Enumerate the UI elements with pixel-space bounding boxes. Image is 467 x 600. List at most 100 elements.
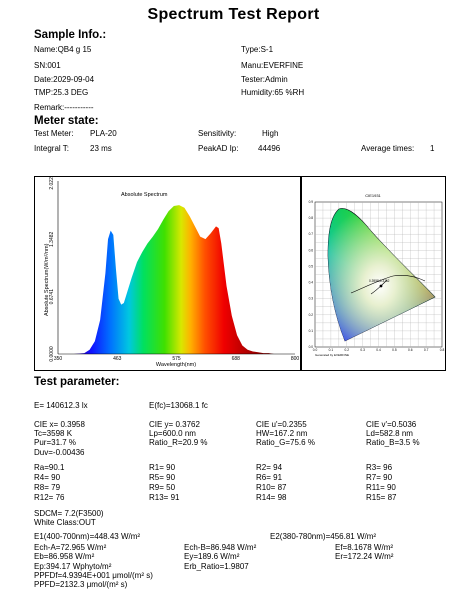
param-r7: R7= 90 [366, 473, 393, 482]
cie-x-tick: 0.2 [345, 348, 350, 352]
sensitivity-value: High [262, 129, 279, 138]
cie-x-tick: 0.8 [440, 348, 445, 352]
cie-locus-white-overlay [328, 208, 435, 341]
integral-value: 23 ms [90, 144, 112, 153]
cie-y-tick: 0.1 [309, 329, 314, 333]
spectrum-y-tick: 0.0000 [49, 346, 55, 362]
param-r10: R10= 87 [256, 483, 287, 492]
param-hw: HW=167.2 nm [256, 429, 308, 438]
spectrum-area [73, 205, 285, 354]
cie-x-tick: 0.7 [424, 348, 429, 352]
cie-x-tick: 0.6 [408, 348, 413, 352]
param-ratio-r: Ratio_R=20.9 % [149, 438, 208, 447]
average-times-label: Average times: [361, 144, 415, 153]
param-ld: Ld=582.8 nm [366, 429, 413, 438]
sample-date: Date:2029-09-04 [34, 75, 95, 84]
param-r3: R3= 96 [366, 463, 393, 472]
peakad-label: PeakAD Ip: [198, 144, 239, 153]
cie-measured-point [379, 284, 383, 288]
spectrum-y-tick: 0.6741 [49, 289, 55, 305]
spectrum-chart: Absolute Spectrum Absolute Spectrum(W/m²… [34, 176, 301, 371]
param-ciev: CIE v'=0.5036 [366, 420, 417, 429]
sample-remark: Remark:----------- [34, 103, 94, 112]
test-meter-label: Test Meter: [34, 129, 74, 138]
report-title: Spectrum Test Report [147, 6, 320, 23]
cie-chart: CIE1931 0.3958,0.3762 0.0 0.1 0.2 0.3 0.4 0.5… [301, 176, 446, 371]
param-eb: Eb=86.958 W/m² [34, 552, 95, 561]
sample-name: Name:QB4 g 15 [34, 45, 92, 54]
param-ciex: CIE x= 0.3958 [34, 420, 85, 429]
cie-y-tick: 0.9 [309, 200, 314, 204]
param-er: Er=172.24 W/m² [335, 552, 394, 561]
sample-tester: Tester:Admin [241, 75, 288, 84]
param-r1: R1= 90 [149, 463, 176, 472]
sensitivity-label: Sensitivity: [198, 129, 237, 138]
param-r5: R5= 90 [149, 473, 176, 482]
spectrum-x-tick: 463 [113, 356, 122, 362]
param-erb-ratio: Erb_Ratio=1.9807 [184, 562, 249, 571]
cie-x-tick: 0.1 [329, 348, 334, 352]
param-ppfdf: PPFDf=4.9394E+001 μmol/(m² s) [34, 571, 153, 580]
sample-tmp: TMP:25.3 DEG [34, 88, 89, 97]
integral-label: Integral T: [34, 144, 69, 153]
average-times-value: 1 [430, 144, 435, 153]
param-lp: Lp=600.0 nm [149, 429, 196, 438]
param-cieu: CIE u'=0.2355 [256, 420, 307, 429]
param-ppfd: PPFD=2132.3 μmol/(m² s) [34, 580, 128, 589]
param-e: E= 140612.3 lx [34, 401, 88, 410]
param-r6: R6= 91 [256, 473, 283, 482]
sample-type: Type:S-1 [241, 45, 274, 54]
param-ra: Ra=90.1 [34, 463, 65, 472]
cie-point-label: 0.3958,0.3762 [369, 279, 390, 283]
param-ef: Ef=8.1678 W/m² [335, 543, 394, 552]
param-r14: R14= 98 [256, 493, 287, 502]
param-r11: R11= 90 [366, 483, 396, 492]
sample-info-heading: Sample Info.: [34, 29, 107, 41]
spectrum-ylabel: Absolute Spectrum(W/m²/nm) [44, 243, 50, 316]
test-meter-value: PLA-20 [90, 129, 117, 138]
meter-state-heading: Meter state: [34, 115, 99, 127]
cie-y-tick: 0.3 [309, 297, 314, 301]
param-e2: E2(380-780nm)=456.81 W/m² [270, 532, 377, 541]
param-ratio-g: Ratio_G=75.6 % [256, 438, 315, 447]
cie-y-tick: 0.7 [309, 232, 314, 236]
param-white-class: White Class:OUT [34, 518, 96, 527]
param-r12: R12= 76 [34, 493, 65, 502]
param-r8: R8= 79 [34, 483, 61, 492]
spectrum-y-tick: 1.3482 [49, 231, 55, 247]
planckian-locus [350, 274, 426, 294]
param-r15: R15= 87 [366, 493, 397, 502]
param-sdcm: SDCM= 7.2(F3500) [34, 509, 104, 518]
param-tc: Tc=3598 K [34, 429, 73, 438]
param-ratio-b: Ratio_B=3.5 % [366, 438, 420, 447]
param-r9: R9= 50 [149, 483, 176, 492]
spectrum-x-tick: 688 [232, 356, 241, 362]
spectrum-title: Absolute Spectrum [121, 192, 168, 198]
isotherm-line [370, 279, 388, 295]
cie-y-tick: 0.6 [309, 248, 314, 252]
param-e1: E1(400-700nm)=448.43 W/m² [34, 532, 141, 541]
param-pur: Pur=31.7 % [34, 438, 77, 447]
param-duv: Duv=-0.00436 [34, 448, 85, 457]
cie-y-tick: 0.5 [309, 264, 314, 268]
cie-x-tick: 0.0 [313, 348, 318, 352]
param-r2: R2= 94 [256, 463, 283, 472]
cie-footer: Generated by EVERFINE [315, 353, 349, 357]
param-ech-b: Ech-B=86.948 W/m² [184, 543, 257, 552]
sample-humidity: Humidity:65 %RH [241, 88, 305, 97]
test-parameter-heading: Test parameter: [34, 376, 120, 388]
spectrum-x-tick: 800 [291, 356, 300, 362]
peakad-value: 44496 [258, 144, 281, 153]
param-ech-a: Ech-A=72.965 W/m² [34, 543, 107, 552]
param-efc: E(fc)=13068.1 fc [149, 401, 208, 410]
sample-sn: SN:001 [34, 61, 61, 70]
cie-title: CIE1931 [365, 193, 381, 198]
cie-x-tick: 0.4 [376, 348, 381, 352]
cie-y-tick: 0.0 [309, 345, 314, 349]
cie-y-tick: 0.2 [309, 313, 314, 317]
param-ey: Ey=189.6 W/m² [184, 552, 240, 561]
param-r4: R4= 90 [34, 473, 61, 482]
spectrum-xlabel: Wavelength(nm) [156, 362, 196, 368]
param-r13: R13= 91 [149, 493, 180, 502]
cie-x-tick: 0.5 [392, 348, 397, 352]
